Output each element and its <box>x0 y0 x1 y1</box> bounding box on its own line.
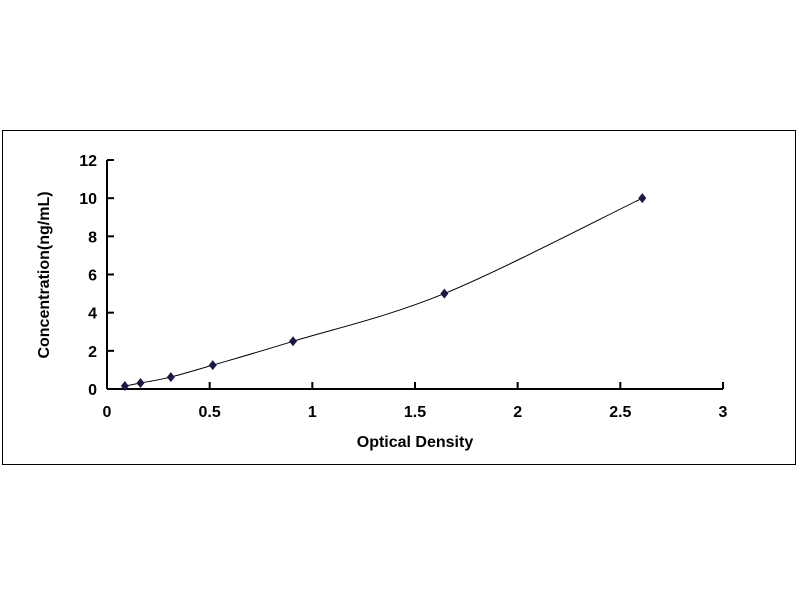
y-tick-label: 2 <box>88 344 97 361</box>
data-point <box>208 360 217 371</box>
y-axis-label: Concentration(ng/mL) <box>36 191 53 358</box>
y-tick-label: 6 <box>88 268 97 285</box>
data-point <box>166 372 175 383</box>
data-point <box>136 378 145 389</box>
data-point <box>120 381 129 392</box>
x-tick-label: 2 <box>513 404 522 421</box>
x-axis-label: Optical Density <box>357 434 474 451</box>
x-tick-label: 2.5 <box>609 404 631 421</box>
x-tick-label: 0 <box>103 404 112 421</box>
data-point <box>440 288 449 299</box>
x-tick-label: 0.5 <box>199 404 221 421</box>
data-point <box>289 336 298 347</box>
x-tick-label: 1 <box>308 404 317 421</box>
curve-line <box>124 197 643 387</box>
data-point <box>638 193 647 204</box>
x-tick-label: 3 <box>719 404 728 421</box>
y-tick-label: 0 <box>88 382 97 399</box>
y-tick-label: 10 <box>79 191 97 208</box>
x-tick-label: 1.5 <box>404 404 426 421</box>
y-tick-label: 8 <box>88 229 97 246</box>
y-tick-label: 12 <box>79 153 97 170</box>
y-tick-label: 4 <box>88 306 97 323</box>
chart-frame <box>2 130 796 465</box>
